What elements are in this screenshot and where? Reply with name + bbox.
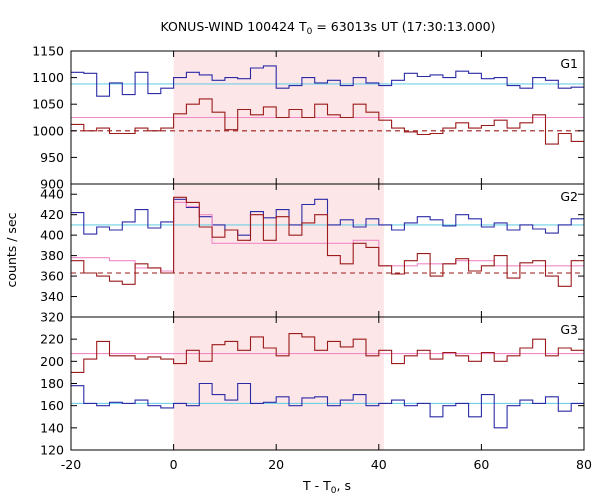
chart-title: KONUS-WIND 100424 T0 = 63013s UT (17:30:…	[160, 19, 495, 37]
panel-g3-blue-series	[71, 382, 584, 429]
x-tick-label: 40	[371, 457, 387, 472]
x-tick-label: 80	[576, 457, 592, 472]
shaded-interval	[173, 51, 384, 450]
y-tick-label: 420	[40, 207, 64, 222]
y-tick-label: 120	[40, 443, 64, 458]
y-tick-label: 220	[40, 332, 64, 347]
panel-label-g3: G3	[560, 322, 578, 337]
panel-g2-dark_red-series	[71, 196, 584, 287]
panel-label-g2: G2	[560, 189, 578, 204]
y-tick-label: 1000	[32, 123, 64, 138]
y-tick-label: 950	[40, 150, 64, 165]
y-tick-label: 320	[40, 310, 64, 325]
panel-g1-dark_red-series	[71, 98, 584, 145]
y-tick-label: 1050	[32, 97, 64, 112]
panel-g1-blue-series	[71, 65, 584, 97]
y-axis-label: counts / sec	[4, 212, 19, 287]
y-tick-label: 160	[40, 398, 64, 413]
x-tick-label: 0	[170, 457, 178, 472]
y-tick-label: 140	[40, 420, 64, 435]
series-layer	[71, 65, 584, 429]
panel-label-g1: G1	[560, 56, 578, 71]
labels-layer: 9009501000105011001150G13203403603804004…	[32, 44, 592, 473]
panel-g2-blue-series	[71, 198, 584, 236]
y-tick-label: 340	[40, 289, 64, 304]
x-tick-label: 60	[473, 457, 489, 472]
panel-g3-dark_red-series	[71, 333, 584, 373]
y-tick-label: 400	[40, 228, 64, 243]
ticks-layer	[70, 50, 585, 451]
y-tick-label: 180	[40, 376, 64, 391]
x-tick-label: 20	[268, 457, 284, 472]
y-tick-label: 1150	[32, 44, 64, 59]
y-tick-label: 440	[40, 187, 64, 202]
x-axis-label: T - T0, s	[302, 478, 351, 496]
x-tick-label: -20	[61, 457, 81, 472]
y-tick-label: 200	[40, 354, 64, 369]
y-tick-label: 900	[40, 177, 64, 192]
shaded-interval-layer	[173, 51, 384, 450]
y-tick-label: 1100	[32, 70, 64, 85]
y-tick-label: 380	[40, 248, 64, 263]
y-tick-label: 360	[40, 269, 64, 284]
